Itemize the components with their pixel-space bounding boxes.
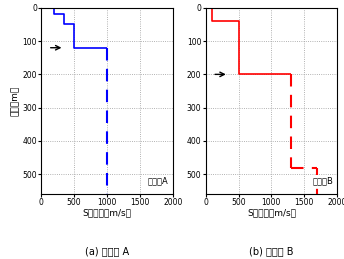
Text: サイトB: サイトB [312, 176, 333, 185]
X-axis label: S波速度（m/s）: S波速度（m/s） [83, 209, 131, 218]
Y-axis label: 深さ（m）: 深さ（m） [11, 86, 20, 116]
Text: (a) サイト A: (a) サイト A [85, 247, 129, 256]
X-axis label: S波速度（m/s）: S波速度（m/s） [247, 209, 296, 218]
Text: (b) サイト B: (b) サイト B [249, 247, 294, 256]
Text: サイトA: サイトA [148, 176, 169, 185]
